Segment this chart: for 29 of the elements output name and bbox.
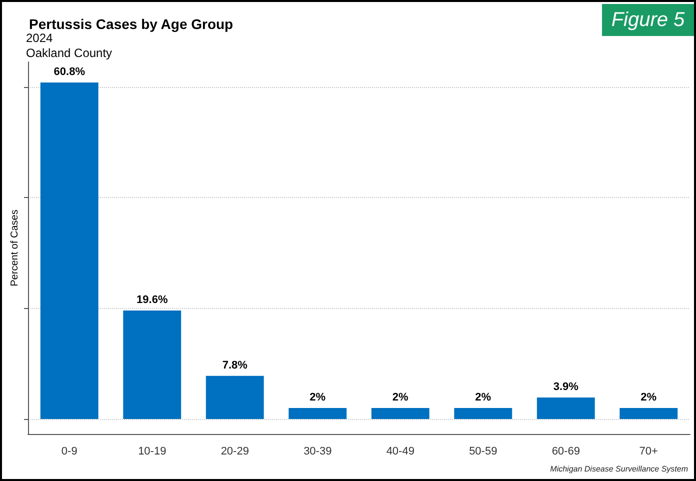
x-tick-label: 30-39 — [304, 446, 332, 458]
bar — [620, 408, 678, 420]
x-tick-label: 60-69 — [552, 446, 580, 458]
data-label: 2% — [640, 391, 657, 404]
x-tick-label: 40-49 — [386, 446, 414, 458]
data-label: 19.6% — [136, 294, 168, 306]
x-tick-label: 20-29 — [220, 446, 249, 458]
bar — [371, 408, 430, 420]
bar — [206, 376, 264, 420]
bar — [536, 397, 595, 420]
bar — [288, 408, 347, 420]
bar — [123, 310, 182, 420]
data-label: 2% — [310, 391, 326, 404]
data-label: 2% — [392, 391, 409, 404]
data-label: 7.8% — [222, 359, 248, 372]
data-label: 60.8% — [54, 66, 86, 78]
x-tick-label: 10-19 — [138, 446, 166, 458]
data-label: 3.9% — [553, 380, 579, 393]
x-tick-label: 0-9 — [61, 446, 78, 458]
text: Michigan Disease Surveillance System — [550, 464, 688, 474]
chart-subtitle: 2024 Oakland County — [26, 31, 112, 60]
data-label: 2% — [475, 391, 492, 404]
x-tick-label: 70+ — [639, 446, 658, 458]
bar — [454, 408, 512, 420]
x-tick-label: 50-59 — [469, 446, 498, 458]
y-axis-title: Percent of Cases — [10, 210, 20, 286]
bar — [40, 82, 98, 420]
chart-title: Pertussis Cases by Age Group — [29, 16, 234, 32]
caption: Figure 5 — [611, 9, 686, 31]
